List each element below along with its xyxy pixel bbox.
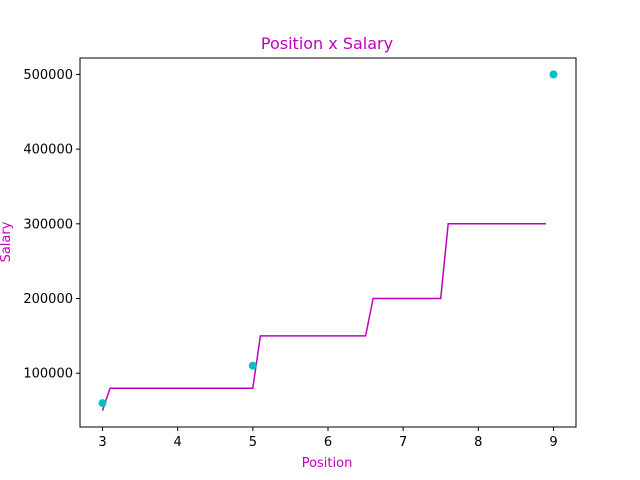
x-axis-label: Position [302, 456, 353, 471]
y-axis: 100000 200000 300000 400000 500000 [23, 68, 80, 382]
y-axis-label: Salary [0, 221, 14, 262]
series-line [101, 223, 546, 411]
plot-area [98, 70, 558, 411]
x-tick-label: 6 [324, 435, 332, 450]
y-tick-label: 200000 [23, 292, 73, 307]
x-tick-label: 8 [474, 435, 482, 450]
x-axis: 3 4 5 6 7 8 9 [98, 427, 558, 450]
scatter-point [549, 70, 558, 79]
x-tick-label: 9 [549, 435, 557, 450]
y-tick-label: 500000 [23, 68, 73, 83]
x-tick-label: 4 [174, 435, 182, 450]
plot-frame [79, 57, 577, 428]
y-tick-label: 400000 [23, 143, 73, 158]
x-tick-label: 5 [249, 435, 257, 450]
scatter-point [248, 361, 257, 370]
x-tick-label: 7 [399, 435, 407, 450]
y-tick-label: 300000 [23, 217, 73, 232]
x-tick-label: 3 [98, 435, 106, 450]
chart-title: Position x Salary [261, 34, 393, 53]
y-tick-label: 100000 [23, 367, 73, 382]
scatter-point [98, 399, 107, 408]
